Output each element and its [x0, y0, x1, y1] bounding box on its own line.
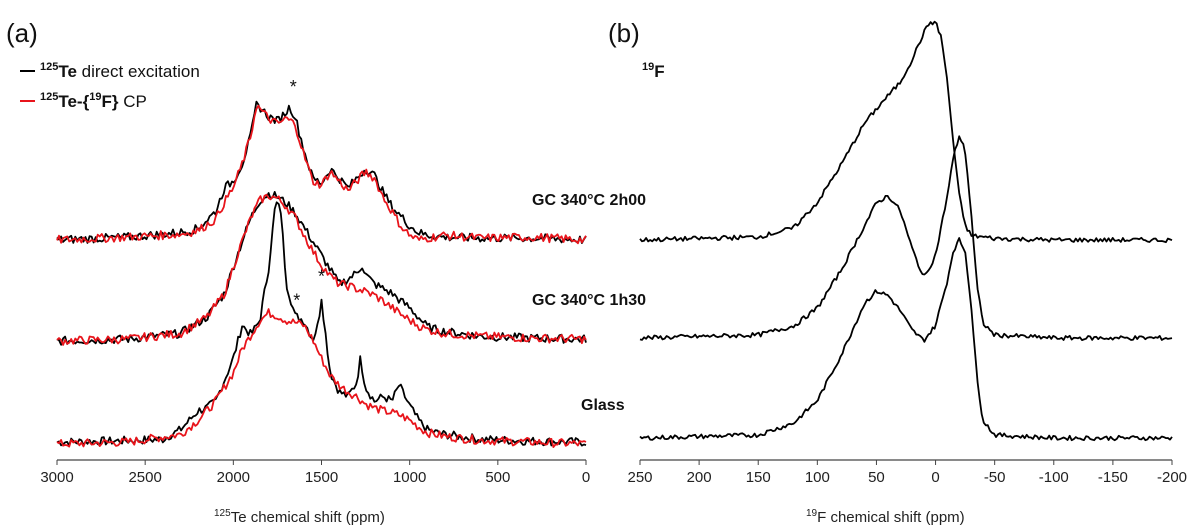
trace-label-1h30: GC 340°C 1h30 [532, 292, 646, 309]
x-tick-label: 50 [868, 469, 885, 486]
legend: 125Te direct excitation 125Te-{19F} CP [20, 61, 200, 111]
asterisk-marker: * [290, 77, 297, 97]
x-tick-label: 0 [582, 469, 590, 486]
trace-label-glass: Glass [581, 397, 625, 414]
spectrum-te-2-0 [56, 100, 587, 244]
plot-layer: 3000 2500 2000 1500 1000 500 0***250 200 150 100 5… [40, 20, 1187, 486]
x-tick-label: 2000 [217, 469, 250, 486]
xaxis-title-b: 19F chemical shift (ppm) [806, 508, 965, 526]
trace-label-2h00: GC 340°C 2h00 [532, 192, 646, 209]
panel-b-label: (b) [608, 18, 640, 48]
x-tick-label: -50 [984, 469, 1006, 486]
asterisk-marker: * [293, 290, 300, 310]
legend-label-cp: 125Te-{19F} CP [40, 91, 147, 111]
x-tick-label: 250 [627, 469, 652, 486]
spectrum-te-2-1 [56, 104, 587, 245]
x-tick-label: 200 [687, 469, 712, 486]
spectrum-te-0-1 [56, 308, 587, 448]
x-tick-label: -200 [1157, 469, 1187, 486]
panel-b-nucleus-label: 19F [642, 61, 665, 81]
asterisk-marker: * [318, 267, 325, 287]
x-tick-label: 3000 [40, 469, 73, 486]
x-tick-label: 150 [746, 469, 771, 486]
x-tick-label: -100 [1039, 469, 1069, 486]
x-tick-label: 500 [485, 469, 510, 486]
x-tick-label: 1000 [393, 469, 426, 486]
spectrum-te-1-1 [56, 193, 587, 346]
x-tick-label: 0 [931, 469, 939, 486]
spectrum-te-0-0 [56, 201, 587, 447]
x-tick-label: 100 [805, 469, 830, 486]
legend-label-direct: 125Te direct excitation [40, 61, 200, 81]
spectrum-f-0-0 [639, 237, 1173, 442]
x-tick-label: -150 [1098, 469, 1128, 486]
x-tick-label: 1500 [305, 469, 338, 486]
panel-a-label: (a) [6, 18, 38, 48]
spectrum-f-2-0 [639, 20, 1173, 244]
spectrum-f-1-0 [639, 135, 1173, 341]
x-tick-label: 2500 [128, 469, 161, 486]
xaxis-title-a: 125Te chemical shift (ppm) [214, 508, 385, 526]
